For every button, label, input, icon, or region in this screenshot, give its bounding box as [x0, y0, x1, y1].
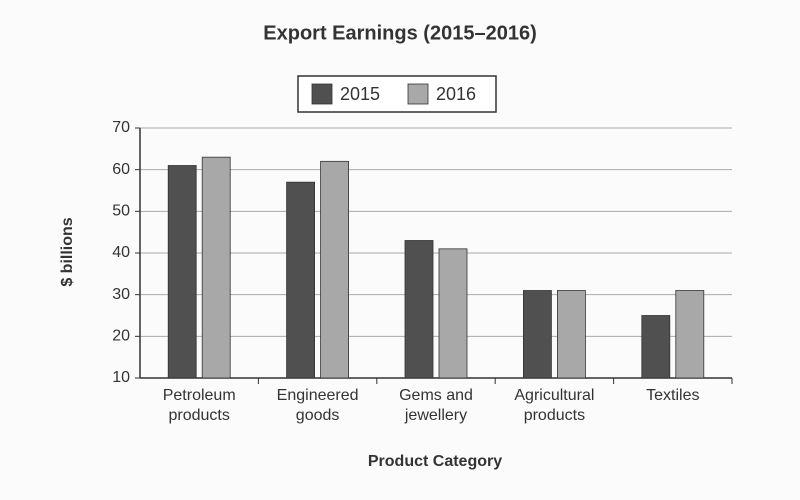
x-axis-label: Product Category: [368, 453, 502, 470]
x-tick-label: Textiles: [646, 387, 700, 404]
bar: [641, 315, 671, 379]
y-tick-label: 60: [112, 161, 130, 178]
bar: [404, 240, 434, 379]
y-tick-label: 10: [112, 369, 130, 386]
x-tick-label: Agricultural products: [514, 387, 595, 424]
chart-title: Export Earnings (2015–2016): [263, 22, 536, 44]
x-tick-label: Engineered goods: [276, 387, 359, 424]
bar: [438, 248, 468, 379]
y-axis-label: $ billions: [59, 217, 76, 286]
bar: [320, 160, 350, 379]
y-tick-label: 20: [112, 328, 130, 345]
x-tick-label: Petroleum products: [162, 387, 236, 424]
y-tick-label: 40: [112, 244, 130, 261]
legend-swatch: [311, 83, 333, 105]
bar: [286, 181, 316, 379]
bar: [675, 290, 705, 379]
legend-label: 2016: [436, 84, 476, 104]
bar: [523, 290, 552, 379]
y-tick-label: 50: [112, 203, 130, 220]
y-tick-label: 30: [112, 286, 130, 303]
bar: [167, 165, 197, 379]
bar: [201, 156, 231, 379]
y-tick-label: 70: [112, 119, 130, 136]
x-tick-label: Gems and jewellery: [399, 387, 473, 424]
legend-swatch: [407, 83, 429, 105]
legend-label: 2015: [340, 84, 380, 104]
bar: [557, 290, 586, 379]
